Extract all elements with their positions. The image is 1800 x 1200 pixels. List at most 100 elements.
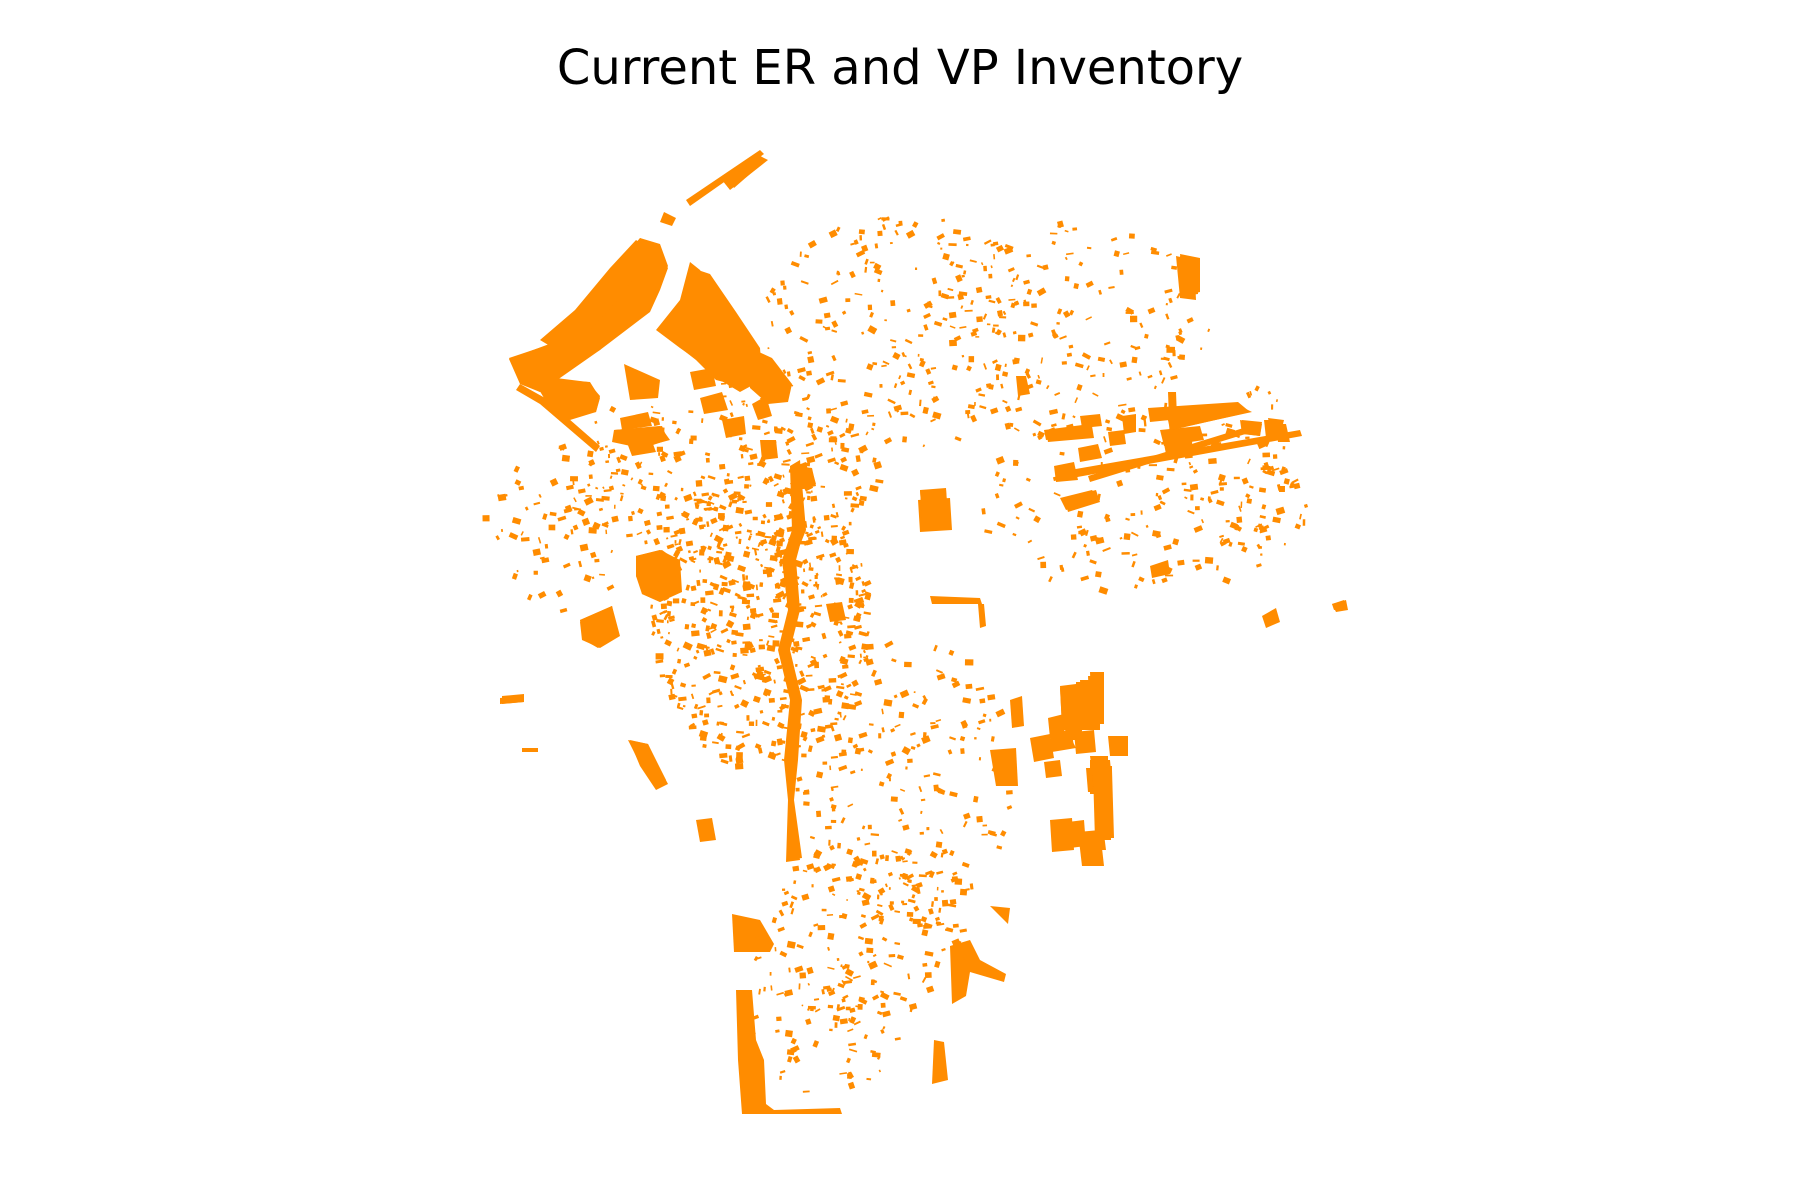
parcel <box>730 672 740 680</box>
parcel <box>893 991 901 996</box>
parcel <box>847 604 854 610</box>
parcel <box>1113 250 1120 258</box>
parcel <box>758 541 764 547</box>
parcel <box>1138 427 1146 433</box>
parcel <box>921 735 931 744</box>
parcel <box>707 545 712 551</box>
parcel <box>863 1034 868 1040</box>
parcel <box>1061 413 1066 420</box>
parcel <box>1238 505 1242 512</box>
parcel <box>845 630 854 636</box>
parcel <box>1040 357 1044 364</box>
parcel <box>836 573 843 577</box>
parcel <box>1194 563 1203 571</box>
parcel <box>934 960 941 969</box>
parcel <box>1137 465 1141 469</box>
parcel <box>604 445 608 448</box>
parcel <box>1125 306 1135 315</box>
parcel <box>861 643 869 651</box>
parcel <box>671 668 678 675</box>
parcel <box>1236 516 1243 523</box>
parcel <box>693 600 700 605</box>
parcel <box>854 624 862 630</box>
parcel <box>884 758 895 767</box>
parcel <box>962 820 968 828</box>
parcel <box>951 938 961 947</box>
parcel <box>931 277 938 285</box>
parcel <box>878 781 885 787</box>
parcel <box>1271 467 1280 472</box>
parcel <box>709 532 713 538</box>
parcel <box>837 842 841 849</box>
parcel <box>681 597 687 604</box>
parcel <box>984 529 993 534</box>
parcel <box>708 557 712 564</box>
parcel <box>520 537 530 542</box>
parcel <box>820 485 826 488</box>
parcel <box>933 396 938 401</box>
parcel <box>764 535 772 539</box>
parcel <box>1059 451 1065 456</box>
parcel <box>736 742 746 751</box>
parcel <box>959 888 968 896</box>
parcel <box>768 635 775 638</box>
parcel <box>740 699 750 708</box>
parcel <box>815 771 824 779</box>
parcel <box>855 249 866 258</box>
parcel <box>970 414 978 423</box>
parcel <box>533 501 541 506</box>
parcel <box>608 453 611 459</box>
parcel <box>930 722 936 725</box>
parcel <box>802 476 807 483</box>
parcel <box>674 540 677 544</box>
parcel <box>776 665 783 670</box>
parcel <box>734 763 744 770</box>
parcel <box>864 591 872 595</box>
parcel <box>1125 517 1130 521</box>
parcel <box>850 503 860 508</box>
parcel <box>863 391 873 398</box>
parcel <box>1054 462 1078 482</box>
parcel <box>960 305 964 309</box>
parcel <box>855 485 862 491</box>
parcel <box>1262 469 1268 475</box>
parcel <box>891 850 898 854</box>
parcel <box>719 752 728 759</box>
parcel <box>1123 533 1131 541</box>
parcel <box>950 876 959 883</box>
parcel <box>691 684 696 687</box>
parcel <box>674 543 679 546</box>
parcel <box>873 461 883 470</box>
parcel <box>936 922 945 926</box>
parcel <box>801 452 810 455</box>
parcel <box>780 470 804 860</box>
parcel <box>1123 252 1130 256</box>
parcel <box>681 510 690 519</box>
parcel <box>663 526 670 533</box>
parcel <box>1204 556 1214 564</box>
parcel <box>680 487 684 492</box>
parcel <box>822 761 828 765</box>
parcel <box>898 818 903 822</box>
parcel <box>1157 495 1163 501</box>
parcel <box>828 678 837 683</box>
parcel <box>755 584 759 591</box>
parcel <box>849 1016 857 1025</box>
parcel <box>872 362 878 366</box>
parcel <box>801 893 810 901</box>
parcel <box>920 798 926 802</box>
parcel <box>829 765 832 771</box>
parcel <box>756 956 762 960</box>
parcel <box>861 899 870 907</box>
parcel <box>813 998 820 1001</box>
parcel <box>685 584 691 591</box>
parcel <box>978 393 986 397</box>
parcel <box>1178 354 1186 360</box>
parcel <box>974 737 977 740</box>
parcel <box>676 702 681 708</box>
parcel <box>638 413 642 418</box>
parcel <box>762 477 770 485</box>
parcel <box>859 235 863 241</box>
parcel <box>624 364 660 400</box>
